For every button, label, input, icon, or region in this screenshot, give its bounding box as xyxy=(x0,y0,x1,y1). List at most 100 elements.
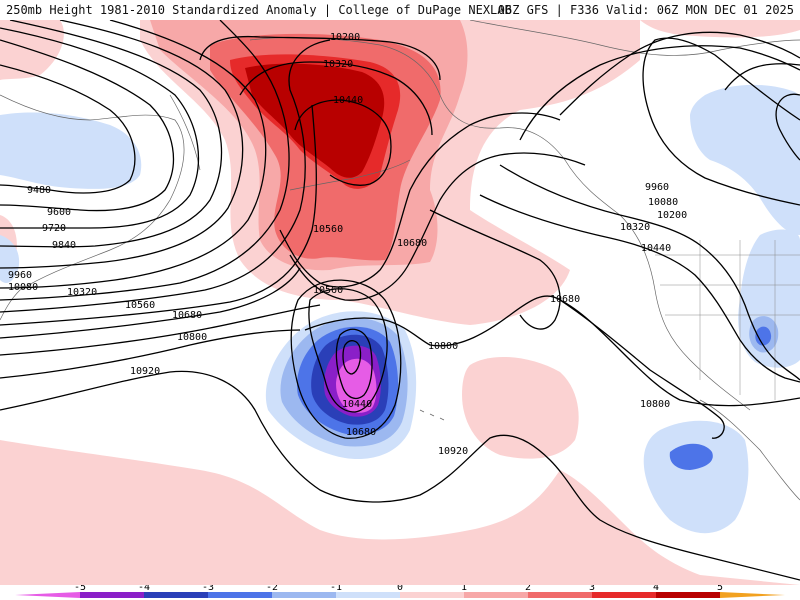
label-10440-low: 10440 xyxy=(342,399,372,410)
contour-labels: 10200 10320 10440 9480 9600 9720 9840 99… xyxy=(8,32,687,457)
coastlines xyxy=(0,20,800,501)
anomaly-neg-05-w2 xyxy=(0,235,20,283)
colorbar-seg-pos4 xyxy=(656,592,720,598)
contour-10800-w xyxy=(0,329,301,379)
colorbar-seg-pos1 xyxy=(464,592,528,598)
contour-10200-a xyxy=(199,35,441,81)
contour-10680-e xyxy=(429,209,561,330)
anomaly-neg-2-swus xyxy=(755,326,772,346)
contour-10080-e xyxy=(559,31,800,116)
colorbar-tick: 1 xyxy=(461,585,467,593)
label-10560-w: 10560 xyxy=(125,300,155,311)
contour-10320-w xyxy=(0,39,331,313)
contour-9600 xyxy=(0,39,175,212)
label-10440-e: 10440 xyxy=(641,243,671,254)
colorbar-tick: 4 xyxy=(653,585,659,593)
colorbar-arrow-left xyxy=(15,592,80,598)
anomaly-neg-5-low xyxy=(336,358,377,413)
label-10680-w: 10680 xyxy=(172,310,202,321)
contour-10200-w xyxy=(0,20,290,301)
label-10560-c: 10560 xyxy=(313,224,343,235)
label-9720: 9720 xyxy=(42,223,66,234)
colorbar-tick: 0 xyxy=(397,585,403,593)
contour-9960-e xyxy=(642,37,800,206)
anomaly-pos-05-ne xyxy=(640,20,800,38)
label-10680-c: 10680 xyxy=(397,238,427,249)
coast-mexico xyxy=(699,399,800,501)
coast-asia xyxy=(0,94,185,321)
coast-aleutians xyxy=(289,159,411,191)
contour-10440-low xyxy=(335,328,373,399)
contour-10320-low xyxy=(342,340,362,375)
contour-9480 xyxy=(0,64,136,194)
label-10320-w: 10320 xyxy=(67,287,97,298)
contour-10440-a xyxy=(294,99,392,186)
contour-10800-c xyxy=(304,295,800,407)
coast-alaska xyxy=(249,37,751,411)
label-10200-a: 10200 xyxy=(330,32,360,43)
label-9600: 9600 xyxy=(47,207,71,218)
label-10320-e: 10320 xyxy=(620,222,650,233)
contour-10200-e xyxy=(519,45,800,141)
label-10080-w: 10080 xyxy=(8,282,38,293)
colorbar-tick: 3 xyxy=(589,585,595,593)
label-10800-e: 10800 xyxy=(640,399,670,410)
colorbar-segments xyxy=(15,592,785,598)
contour-10800-e xyxy=(559,299,725,439)
label-10920-c: 10920 xyxy=(438,446,468,457)
label-9960-w: 9960 xyxy=(8,270,32,281)
anomaly-neg-05-nw xyxy=(0,112,142,189)
label-10200-e: 10200 xyxy=(657,210,687,221)
label-10080-e: 10080 xyxy=(648,197,678,208)
anomaly-colorbar: -5 -4 -3 -2 -1 0 1 2 3 4 5 xyxy=(15,585,785,598)
label-10920-w: 10920 xyxy=(130,366,160,377)
state-borders xyxy=(655,240,800,400)
anomaly-neg-05-ne xyxy=(690,84,800,235)
anomaly-pos-05-central xyxy=(462,356,579,459)
model-run-valid-time: 06Z GFS | F336 Valid: 06Z MON DEC 01 202… xyxy=(497,3,794,17)
contour-10560-c xyxy=(279,112,561,288)
colorbar-tick: -4 xyxy=(138,585,150,593)
contour-10440-e xyxy=(479,194,800,383)
label-9480: 9480 xyxy=(27,185,51,196)
colorbar-tick: -1 xyxy=(330,585,342,593)
anomaly-neg-05-se xyxy=(643,420,749,534)
anomaly-pos-4-north xyxy=(245,63,385,178)
map-title: 250mb Height 1981-2010 Standardized Anom… xyxy=(6,3,512,17)
contour-10680-c xyxy=(289,152,586,301)
contour-10920-w xyxy=(0,370,800,581)
label-10680-e: 10680 xyxy=(550,294,580,305)
contour-9840 xyxy=(0,20,223,248)
contour-9960-w xyxy=(0,20,244,269)
anomaly-map: 10200 10320 10440 9480 9600 9720 9840 99… xyxy=(0,20,800,585)
anomaly-neg-2-se xyxy=(669,443,713,470)
contour-far-east-1 xyxy=(775,93,800,161)
contour-10320-e xyxy=(499,164,800,381)
label-10560-low: 10560 xyxy=(313,285,343,296)
label-10800-w: 10800 xyxy=(177,332,207,343)
height-contours xyxy=(0,20,800,581)
coast-hawaii xyxy=(419,409,445,421)
colorbar-tick: 5 xyxy=(717,585,723,593)
contour-10080-w xyxy=(0,20,267,289)
label-10680-low: 10680 xyxy=(346,427,376,438)
colorbar-seg-neg3 xyxy=(144,592,208,598)
colorbar-tick: -2 xyxy=(266,585,278,593)
contour-far-east-2 xyxy=(724,63,800,91)
colorbar-tick: -5 xyxy=(74,585,86,593)
contour-10440-w xyxy=(0,104,317,326)
colorbar-seg-neg1 xyxy=(272,592,336,598)
label-10320-a: 10320 xyxy=(323,59,353,70)
colorbar-seg-neg05 xyxy=(336,592,400,598)
colorbar-tick: 2 xyxy=(525,585,531,593)
colorbar-seg-pos3 xyxy=(592,592,656,598)
label-9840: 9840 xyxy=(52,240,76,251)
colorbar-seg-pos2 xyxy=(528,592,592,598)
label-10440-a: 10440 xyxy=(333,95,363,106)
contour-9720 xyxy=(0,27,200,229)
contour-10680-w xyxy=(0,304,321,356)
colorbar-seg-neg2 xyxy=(208,592,272,598)
contour-10560-w xyxy=(0,267,301,339)
colorbar-tick-labels: -5 -4 -3 -2 -1 0 1 2 3 4 5 xyxy=(74,585,723,593)
contour-10320-a xyxy=(239,61,433,136)
